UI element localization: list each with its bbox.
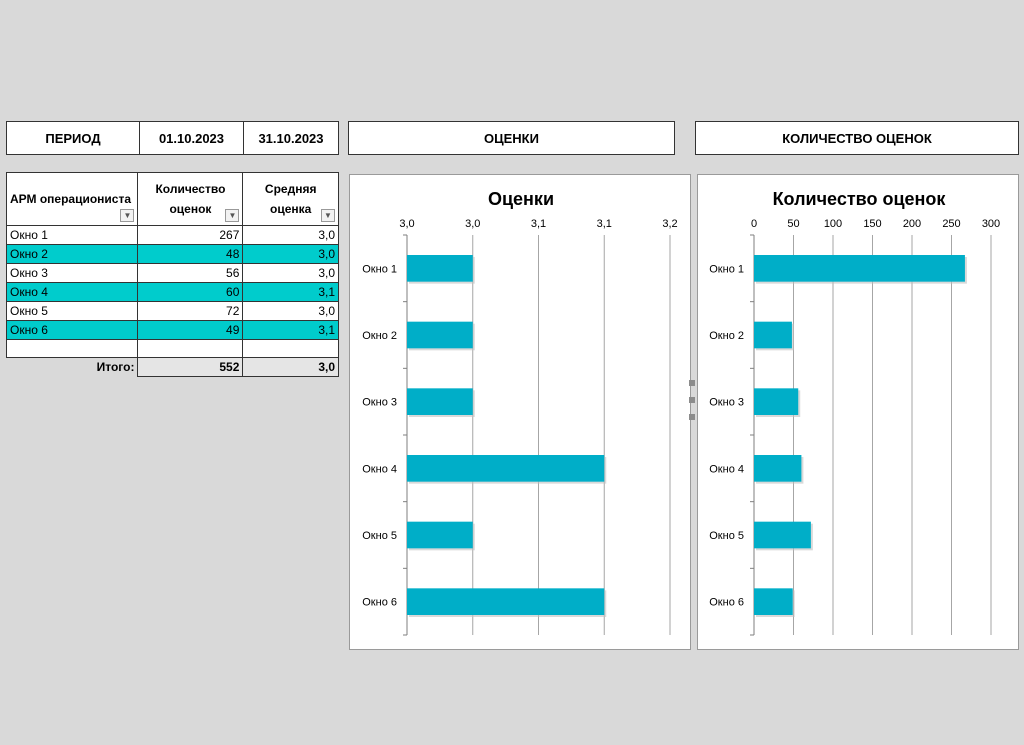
bar <box>407 388 473 415</box>
row-average: 3,0 <box>242 225 339 245</box>
row-count: 48 <box>137 244 244 264</box>
column-header-count: Количество оценок ▼ <box>137 172 244 226</box>
bar <box>407 321 473 349</box>
row-count: 72 <box>137 301 244 321</box>
row-name: Окно 3 <box>5 263 139 283</box>
table-row[interactable]: Окно 5 72 3,0 <box>5 301 339 321</box>
row-count: 60 <box>137 282 244 302</box>
column-header-average-label: Средняя оценка <box>264 182 317 216</box>
count-chart[interactable]: Количество оценок 0 50 100 150 200 250 300 Окно … <box>697 174 1019 650</box>
resize-handle[interactable] <box>689 414 695 420</box>
empty-row <box>5 339 339 358</box>
x-tick-label: 200 <box>903 218 921 230</box>
bar <box>754 321 792 349</box>
row-count: 49 <box>137 320 244 340</box>
category-label: Окно 1 <box>709 263 744 275</box>
category-label: Окно 5 <box>362 530 397 542</box>
column-header-average: Средняя оценка ▼ <box>242 172 339 226</box>
resize-handle[interactable] <box>689 380 695 386</box>
bar <box>407 255 473 282</box>
x-tick-label: 3,1 <box>597 218 612 230</box>
chart-title: Оценки <box>488 189 554 209</box>
category-label: Окно 5 <box>709 530 744 542</box>
empty-cell <box>242 339 339 358</box>
x-tick-label: 3,1 <box>531 218 546 230</box>
row-name: Окно 2 <box>5 244 139 264</box>
operators-table: АРМ операциониста ▼ Количество оценок ▼ … <box>5 172 339 377</box>
row-average: 3,0 <box>242 301 339 321</box>
category-label: Окно 2 <box>362 330 397 342</box>
filter-dropdown-icon[interactable]: ▼ <box>321 209 335 222</box>
chart-title: Количество оценок <box>773 189 947 209</box>
resize-handle[interactable] <box>689 397 695 403</box>
filter-dropdown-icon[interactable]: ▼ <box>120 209 135 222</box>
row-name: Окно 6 <box>5 320 139 340</box>
count-header-label: КОЛИЧЕСТВО ОЦЕНОК <box>782 130 932 146</box>
row-name: Окно 4 <box>5 282 139 302</box>
x-tick-label: 50 <box>787 218 799 230</box>
filter-dropdown-icon[interactable]: ▼ <box>225 209 240 222</box>
table-row[interactable]: Окно 3 56 3,0 <box>5 263 339 283</box>
table-row[interactable]: Окно 2 48 3,0 <box>5 244 339 264</box>
ratings-header-label: ОЦЕНКИ <box>484 130 539 146</box>
category-label: Окно 4 <box>709 463 744 475</box>
total-average: 3,0 <box>242 357 339 377</box>
empty-cell <box>5 339 139 358</box>
row-average: 3,1 <box>242 282 339 302</box>
table-row[interactable]: Окно 4 60 3,1 <box>5 282 339 302</box>
column-header-operator-label: АРМ операциониста <box>10 192 132 206</box>
bar <box>407 455 605 482</box>
total-label: Итого: <box>6 357 139 377</box>
table-row[interactable]: Окно 1 267 3,0 <box>5 225 339 245</box>
category-label: Окно 6 <box>709 597 744 609</box>
bar <box>754 455 802 482</box>
row-average: 3,0 <box>242 263 339 283</box>
category-label: Окно 4 <box>362 463 397 475</box>
bar <box>754 521 811 549</box>
row-count: 56 <box>137 263 244 283</box>
category-label: Окно 6 <box>362 597 397 609</box>
column-header-operator: АРМ операциониста ▼ <box>5 172 139 226</box>
category-label: Окно 2 <box>709 330 744 342</box>
row-name: Окно 1 <box>5 225 139 245</box>
row-average: 3,0 <box>242 244 339 264</box>
period-label: ПЕРИОД <box>7 122 140 154</box>
category-label: Окно 1 <box>362 263 397 275</box>
bar <box>754 388 799 415</box>
bar <box>407 588 605 615</box>
ratings-header: ОЦЕНКИ <box>348 121 675 155</box>
period-end-date[interactable]: 31.10.2023 <box>258 130 324 146</box>
row-count: 267 <box>137 225 244 245</box>
count-header: КОЛИЧЕСТВО ОЦЕНОК <box>695 121 1019 155</box>
count-chart-svg: Количество оценок 0 50 100 150 200 250 300 Окно … <box>709 189 1000 636</box>
row-average: 3,1 <box>242 320 339 340</box>
x-tick-label: 300 <box>982 218 1000 230</box>
bar <box>407 521 473 549</box>
x-tick-label: 150 <box>863 218 881 230</box>
table-row[interactable]: Окно 6 49 3,1 <box>5 320 339 340</box>
x-tick-label: 3,2 <box>662 218 677 230</box>
x-tick-label: 100 <box>824 218 842 230</box>
ratings-chart-svg: Оценки 3,0 3,0 3,1 3,1 3,2 Окно 1 Окно 2 Окно 3 О… <box>362 189 678 636</box>
x-tick-label: 0 <box>751 218 757 230</box>
x-tick-label: 250 <box>942 218 960 230</box>
column-header-count-label: Количество оценок <box>155 182 226 216</box>
period-start-date[interactable]: 01.10.2023 <box>140 122 244 154</box>
row-name: Окно 5 <box>5 301 139 321</box>
period-header: ПЕРИОД 01.10.2023 31.10.2023 <box>6 121 339 155</box>
x-tick-label: 3,0 <box>465 218 480 230</box>
empty-cell <box>137 339 244 358</box>
bar <box>754 255 965 282</box>
total-row: Итого: 552 3,0 <box>6 357 339 377</box>
category-label: Окно 3 <box>709 397 744 409</box>
category-label: Окно 3 <box>362 397 397 409</box>
x-tick-label: 3,0 <box>399 218 414 230</box>
ratings-chart[interactable]: Оценки 3,0 3,0 3,1 3,1 3,2 Окно 1 Окно 2 Окно 3 О… <box>349 174 691 650</box>
bar <box>754 588 793 615</box>
total-count: 552 <box>137 357 244 377</box>
